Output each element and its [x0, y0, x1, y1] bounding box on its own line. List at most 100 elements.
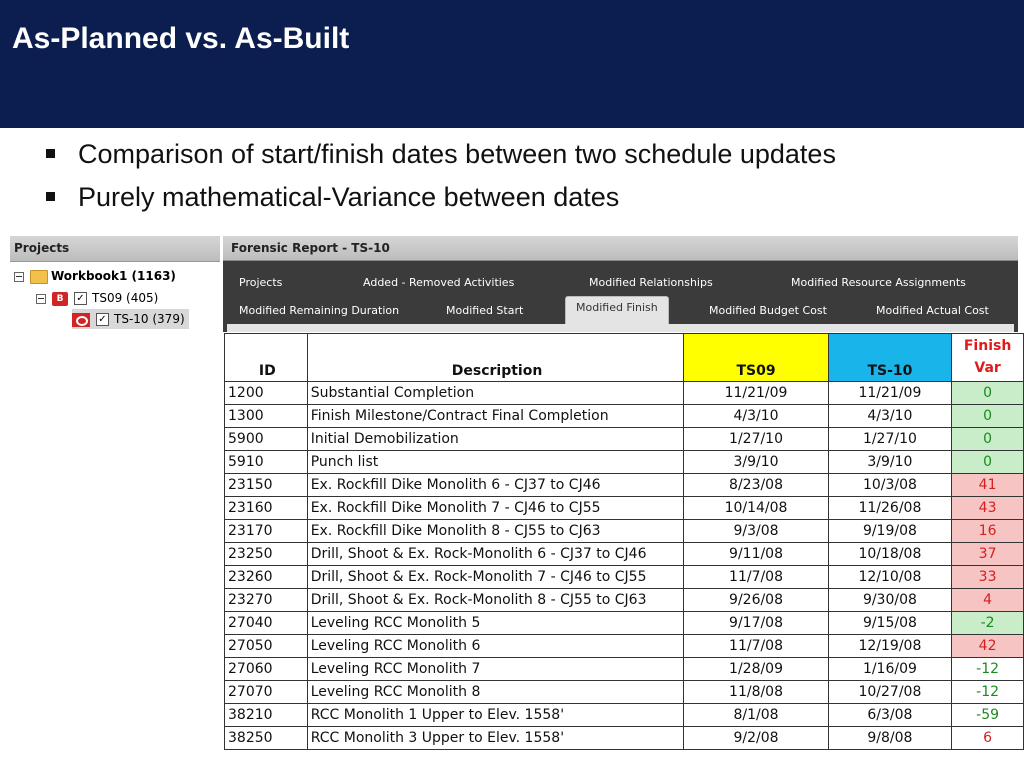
cell-description: Punch list [306, 450, 685, 474]
col-header-description: Description [306, 333, 685, 382]
project-ring-icon [72, 312, 90, 327]
cell-description: Finish Milestone/Contract Final Completi… [306, 404, 685, 428]
cell-description: Ex. Rockfill Dike Monolith 7 - CJ46 to C… [306, 496, 685, 520]
cell-ts09: 11/8/08 [683, 680, 829, 704]
tree-workbook[interactable]: Workbook1 (1163) [14, 266, 176, 286]
checkbox-ts10[interactable]: ✓ [96, 313, 109, 326]
cell-description: RCC Monolith 3 Upper to Elev. 1558' [306, 726, 685, 750]
collapse-icon[interactable] [36, 293, 46, 304]
bullet-text: Comparison of start/finish dates between… [78, 139, 836, 169]
cell-id: 1300 [224, 404, 308, 428]
cell-ts09: 1/28/09 [683, 657, 829, 681]
col-header-ts09: TS09 [683, 333, 829, 382]
table-row[interactable]: 5900 Initial Demobilization 1/27/10 1/27/10… [224, 427, 1024, 451]
col-header-id: ID [224, 333, 308, 382]
cell-ts09: 9/17/08 [683, 611, 829, 635]
cell-ts10: 12/10/08 [827, 565, 953, 589]
table-row[interactable]: 1200 Substantial Completion 11/21/09 11/21/… [224, 381, 1024, 405]
table-row[interactable]: 27050 Leveling RCC Monolith 6 11/7/08 12/19… [224, 634, 1024, 658]
cell-ts09: 9/26/08 [683, 588, 829, 612]
cell-id: 38250 [224, 726, 308, 750]
table-row[interactable]: 1300 Finish Milestone/Contract Final Comp… [224, 404, 1024, 428]
folder-icon [30, 269, 48, 284]
tab-modified-finish[interactable]: Modified Finish [565, 296, 669, 325]
cell-description: Ex. Rockfill Dike Monolith 6 - CJ37 to C… [306, 473, 685, 497]
table-row[interactable]: 23250 Drill, Shoot & Ex. Rock-Monolith 6 … [224, 542, 1024, 566]
table-row[interactable]: 27060 Leveling RCC Monolith 7 1/28/09 1/16/… [224, 657, 1024, 681]
cell-id: 23260 [224, 565, 308, 589]
tab-modified-budget-cost[interactable]: Modified Budget Cost [709, 304, 827, 317]
cell-ts10: 3/9/10 [827, 450, 953, 474]
table-row[interactable]: 5910 Punch list 3/9/10 3/9/10 0 [224, 450, 1024, 474]
tree-item-ts10[interactable]: ✓ TS-10 (379) [72, 309, 189, 329]
cell-ts09: 9/3/08 [683, 519, 829, 543]
tab-projects[interactable]: Projects [239, 276, 283, 289]
slide-title: As-Planned vs. As-Built [12, 22, 350, 55]
col-header-var: Var [974, 360, 1001, 376]
cell-ts09: 10/14/08 [683, 496, 829, 520]
cell-ts10: 6/3/08 [827, 703, 953, 727]
cell-finish-var: 37 [951, 542, 1024, 566]
cell-finish-var: 0 [951, 381, 1024, 405]
cell-ts09: 9/2/08 [683, 726, 829, 750]
cell-finish-var: -59 [951, 703, 1024, 727]
table-row[interactable]: 23160 Ex. Rockfill Dike Monolith 7 - CJ46… [224, 496, 1024, 520]
collapse-icon[interactable] [14, 271, 24, 282]
cell-description: Initial Demobilization [306, 427, 685, 451]
cell-description: RCC Monolith 1 Upper to Elev. 1558' [306, 703, 685, 727]
cell-id: 23150 [224, 473, 308, 497]
col-header-finish-var: Finish Var [951, 333, 1024, 382]
bullet-item: Purely mathematical-Variance between dat… [44, 179, 836, 222]
bullet-text: Purely mathematical-Variance between dat… [78, 182, 620, 212]
cell-description: Drill, Shoot & Ex. Rock-Monolith 8 - CJ5… [306, 588, 685, 612]
cell-description: Leveling RCC Monolith 8 [306, 680, 685, 704]
table-row[interactable]: 27070 Leveling RCC Monolith 8 11/8/08 10/27… [224, 680, 1024, 704]
bullet-list: Comparison of start/finish dates between… [44, 136, 836, 222]
cell-id: 27070 [224, 680, 308, 704]
cell-ts10: 9/19/08 [827, 519, 953, 543]
table-row[interactable]: 23270 Drill, Shoot & Ex. Rock-Monolith 8 … [224, 588, 1024, 612]
cell-ts10: 12/19/08 [827, 634, 953, 658]
cell-description: Leveling RCC Monolith 5 [306, 611, 685, 635]
cell-id: 1200 [224, 381, 308, 405]
cell-ts09: 9/11/08 [683, 542, 829, 566]
cell-ts10: 10/3/08 [827, 473, 953, 497]
cell-ts09: 11/21/09 [683, 381, 829, 405]
bullet-square-icon [46, 192, 55, 201]
tab-modified-relationships[interactable]: Modified Relationships [589, 276, 713, 289]
table-row[interactable]: 23150 Ex. Rockfill Dike Monolith 6 - CJ37… [224, 473, 1024, 497]
cell-ts10: 9/30/08 [827, 588, 953, 612]
cell-id: 23170 [224, 519, 308, 543]
cell-ts09: 4/3/10 [683, 404, 829, 428]
cell-ts09: 11/7/08 [683, 634, 829, 658]
tree-item-ts09[interactable]: B ✓ TS09 (405) [36, 288, 158, 308]
cell-id: 23160 [224, 496, 308, 520]
cell-ts09: 1/27/10 [683, 427, 829, 451]
tab-modified-start[interactable]: Modified Start [446, 304, 524, 317]
table-row[interactable]: 23260 Drill, Shoot & Ex. Rock-Monolith 7 … [224, 565, 1024, 589]
cell-ts09: 11/7/08 [683, 565, 829, 589]
tab-modified-resource-assignments[interactable]: Modified Resource Assignments [791, 276, 966, 289]
cell-ts10: 9/8/08 [827, 726, 953, 750]
tab-modified-remaining-duration[interactable]: Modified Remaining Duration [239, 304, 400, 317]
cell-id: 38210 [224, 703, 308, 727]
checkbox-ts09[interactable]: ✓ [74, 292, 87, 305]
tab-added-removed-activities[interactable]: Added - Removed Activities [363, 276, 515, 289]
cell-id: 5910 [224, 450, 308, 474]
cell-finish-var: 41 [951, 473, 1024, 497]
cell-finish-var: 0 [951, 427, 1024, 451]
cell-finish-var: -12 [951, 680, 1024, 704]
tab-modified-actual-cost[interactable]: Modified Actual Cost [876, 304, 989, 317]
bullet-square-icon [46, 149, 55, 158]
cell-id: 23270 [224, 588, 308, 612]
col-header-finish: Finish [963, 338, 1012, 354]
cell-description: Leveling RCC Monolith 7 [306, 657, 685, 681]
table-row[interactable]: 38250 RCC Monolith 3 Upper to Elev. 1558'… [224, 726, 1024, 750]
table-row[interactable]: 27040 Leveling RCC Monolith 5 9/17/08 9/15/… [224, 611, 1024, 635]
cell-finish-var: 33 [951, 565, 1024, 589]
table-row[interactable]: 23170 Ex. Rockfill Dike Monolith 8 - CJ55… [224, 519, 1024, 543]
cell-ts10: 4/3/10 [827, 404, 953, 428]
projects-panel-header: Projects [10, 236, 220, 262]
table-row[interactable]: 38210 RCC Monolith 1 Upper to Elev. 1558'… [224, 703, 1024, 727]
cell-description: Drill, Shoot & Ex. Rock-Monolith 7 - CJ4… [306, 565, 685, 589]
